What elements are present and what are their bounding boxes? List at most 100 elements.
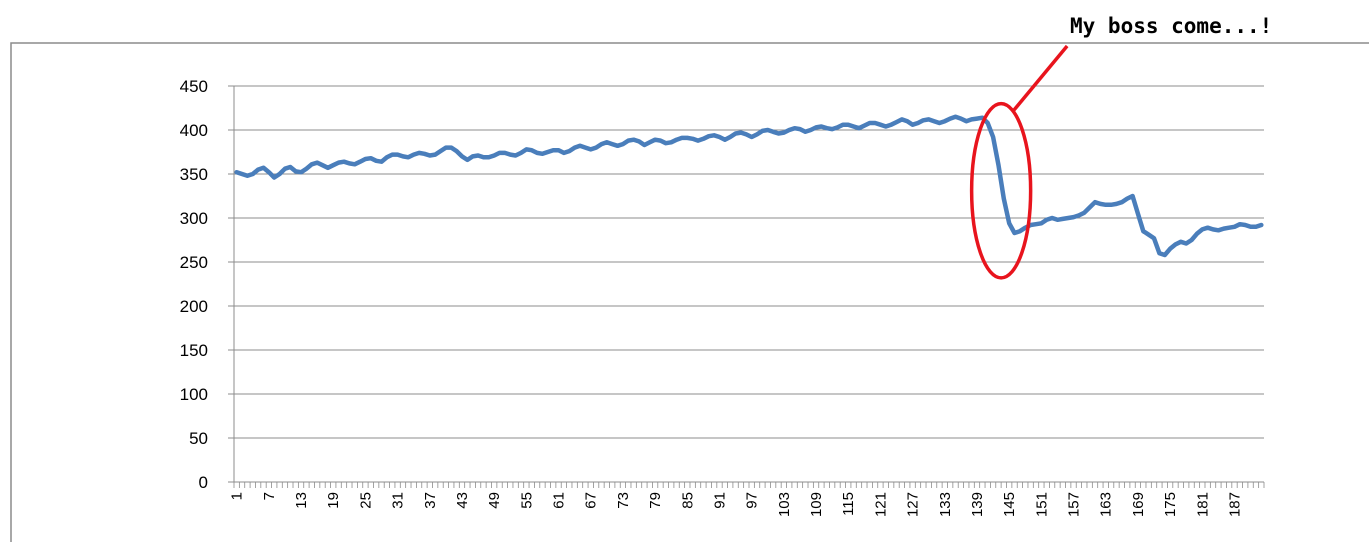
- data-point: [970, 118, 973, 121]
- y-tick-label: 150: [180, 341, 208, 360]
- data-point: [1019, 230, 1021, 232]
- data-point: [1115, 203, 1118, 205]
- data-point: [847, 123, 849, 126]
- data-point: [638, 140, 640, 143]
- data-point: [734, 132, 737, 135]
- data-point: [337, 161, 340, 164]
- data-point: [530, 149, 533, 151]
- y-tick-label: 100: [180, 385, 208, 404]
- data-point: [1029, 224, 1032, 226]
- data-point: [740, 131, 742, 134]
- data-point: [675, 138, 678, 141]
- data-point: [729, 136, 731, 138]
- x-tick-label: 133: [937, 492, 954, 517]
- data-point: [1110, 204, 1112, 206]
- data-point: [471, 155, 474, 158]
- data-point: [311, 163, 313, 166]
- data-point: [455, 150, 458, 152]
- data-point: [1094, 201, 1096, 203]
- data-point: [772, 131, 774, 133]
- annotation: My boss come...!: [969, 14, 1272, 280]
- data-point: [649, 141, 651, 144]
- x-tick-label: 73: [615, 492, 632, 509]
- gridlines: [234, 85, 1264, 439]
- data-point: [708, 135, 710, 137]
- data-point: [1164, 254, 1166, 256]
- data-point: [445, 146, 447, 149]
- data-point: [380, 160, 383, 163]
- y-tick-label: 400: [180, 121, 208, 140]
- data-point: [1104, 204, 1107, 206]
- data-point: [665, 142, 667, 144]
- data-point: [895, 121, 898, 123]
- data-point: [890, 123, 892, 126]
- data-point: [278, 173, 281, 175]
- data-point: [353, 163, 356, 166]
- annotation-pointer: [1012, 44, 1069, 112]
- data-point: [235, 171, 238, 173]
- data-point: [482, 156, 485, 159]
- data-point: [654, 138, 656, 141]
- data-point: [327, 167, 329, 169]
- data-point: [1260, 224, 1263, 226]
- data-point: [1190, 239, 1193, 241]
- data-point: [745, 133, 748, 136]
- data-point: [933, 120, 935, 122]
- data-point: [289, 166, 292, 168]
- data-point: [1249, 226, 1252, 228]
- x-tick-label: 19: [325, 492, 342, 509]
- data-point: [724, 138, 726, 141]
- data-point: [777, 132, 780, 135]
- x-tick-label: 97: [744, 492, 761, 509]
- data-point: [579, 145, 581, 147]
- data-point: [284, 167, 286, 170]
- data-point: [681, 137, 683, 139]
- x-tick-label: 43: [454, 492, 471, 509]
- data-point: [1233, 226, 1236, 228]
- data-point: [1051, 217, 1053, 219]
- data-point: [423, 153, 426, 155]
- data-point: [375, 160, 378, 162]
- data-point: [241, 173, 243, 175]
- data-point: [262, 167, 265, 169]
- data-point: [960, 117, 962, 120]
- data-point: [1255, 226, 1257, 228]
- x-tick-label: 61: [551, 492, 568, 509]
- data-point: [874, 122, 876, 124]
- data-point: [820, 125, 823, 128]
- data-point: [944, 120, 946, 122]
- data-point: [573, 146, 576, 149]
- data-point: [750, 136, 753, 138]
- x-tick-label: 91: [711, 492, 728, 509]
- data-point: [461, 155, 463, 158]
- data-point: [767, 129, 769, 131]
- data-point: [429, 154, 431, 157]
- data-point: [938, 122, 941, 124]
- data-point: [1217, 229, 1220, 232]
- series: [234, 114, 1264, 258]
- data-point: [1174, 243, 1177, 246]
- data-point: [627, 139, 630, 142]
- data-point: [1040, 222, 1043, 225]
- data-point: [504, 152, 506, 154]
- data-point: [691, 138, 694, 140]
- data-point: [949, 117, 951, 120]
- data-point: [992, 136, 994, 138]
- data-point: [783, 131, 785, 134]
- x-tick-label: 169: [1130, 492, 1147, 517]
- data-point: [595, 146, 597, 149]
- data-point: [514, 154, 517, 157]
- data-point: [552, 149, 554, 151]
- data-point: [793, 127, 796, 129]
- data-point: [804, 131, 807, 133]
- data-point: [450, 146, 453, 149]
- x-tick-label: 49: [486, 492, 503, 509]
- data-point: [1024, 226, 1027, 229]
- data-point: [246, 175, 249, 177]
- data-point: [836, 126, 839, 129]
- data-point: [273, 176, 276, 179]
- data-point: [1067, 217, 1069, 219]
- x-tick-label: 181: [1194, 492, 1211, 517]
- data-point: [1003, 197, 1005, 200]
- data-point: [976, 117, 978, 120]
